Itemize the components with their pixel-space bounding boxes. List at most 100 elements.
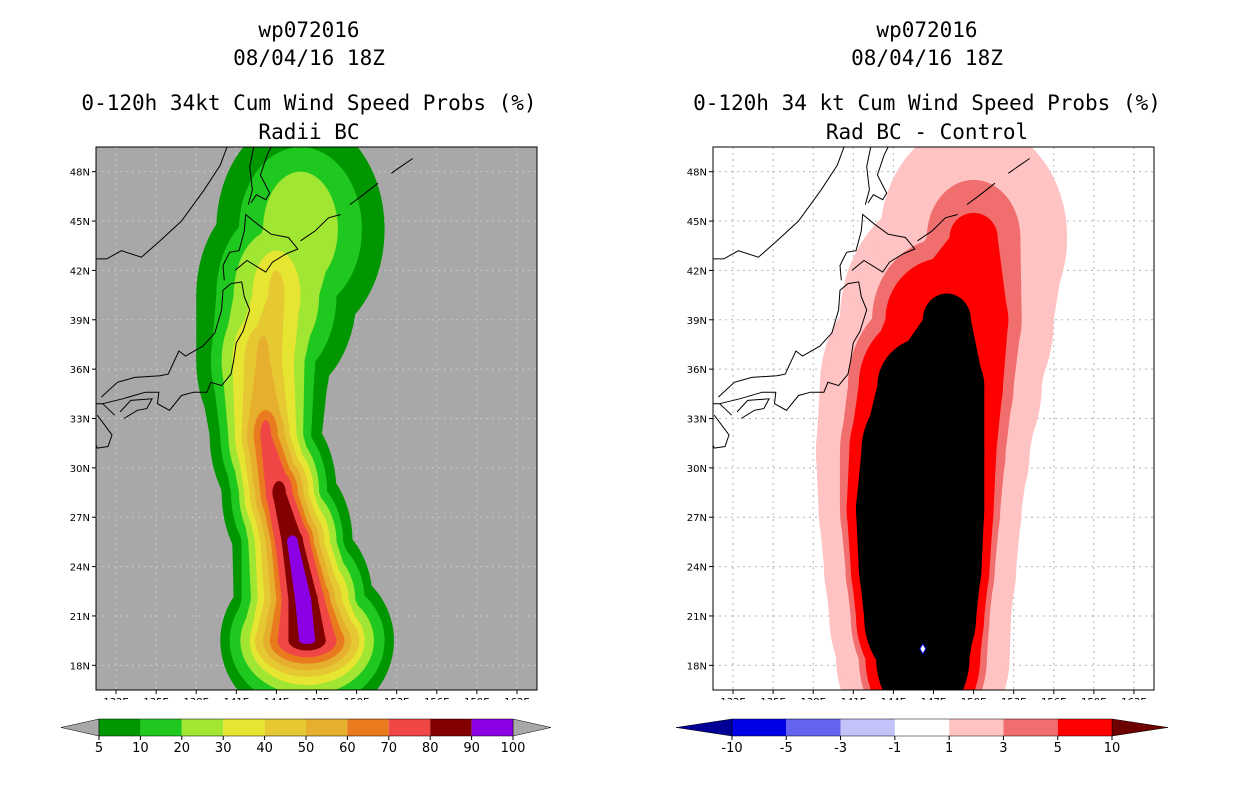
coastline	[736, 398, 770, 419]
contour-level-10	[855, 293, 985, 690]
chart-title: 0-120h 34kt Cum Wind Speed Probs (%)	[81, 91, 537, 115]
contour-band	[295, 599, 316, 641]
contour-band	[864, 615, 977, 658]
contour-band	[244, 295, 285, 361]
probability-map: 132E 135E 138E 141E 144E 147E 150E 153E 156E 159E…	[70, 146, 538, 700]
storm-id: wp072016	[876, 18, 978, 42]
x-tick-label: 156E	[424, 697, 449, 700]
y-tick-label: 24N	[687, 563, 707, 574]
colorbar-extend-left	[675, 718, 733, 737]
coastline	[867, 147, 889, 204]
colorbar-label: 10	[132, 741, 149, 756]
x-tick-label: 132E	[720, 697, 745, 700]
colorbar-label: 5	[95, 741, 103, 756]
contour-level-90	[287, 535, 316, 644]
colorbar-swatch	[1003, 719, 1058, 736]
x-tick-label: 162E	[504, 697, 529, 700]
x-tick-label: 135E	[760, 697, 785, 700]
colorbar-label: 3	[999, 741, 1007, 756]
y-tick-label: 33N	[687, 415, 707, 426]
x-tick-label: 156E	[1041, 697, 1066, 700]
colorbar-label: -10	[721, 741, 742, 756]
y-tick-label: 45N	[70, 217, 90, 228]
y-tick-label: 21N	[70, 612, 90, 623]
coastline	[917, 214, 958, 242]
y-tick-label: 18N	[70, 661, 90, 672]
coastline	[391, 158, 413, 174]
coastline	[966, 182, 996, 206]
forecast-datetime: 08/04/16 18Z	[851, 46, 1003, 70]
colorbar-label: 1	[945, 741, 953, 756]
colorbar-swatch	[786, 719, 841, 736]
colorbar-extend-right	[1111, 718, 1169, 737]
coastline	[250, 147, 272, 204]
colorbar-label: -5	[780, 741, 793, 756]
colorbar-extend-right	[512, 718, 552, 737]
contour-band	[287, 541, 312, 600]
colorbar-label: -3	[834, 741, 847, 756]
coastline	[717, 281, 868, 411]
y-tick-label: 21N	[687, 612, 707, 623]
coastline	[119, 398, 153, 419]
coastline	[713, 147, 845, 260]
coastline	[300, 214, 341, 242]
y-tick-label: 48N	[70, 168, 90, 179]
colorbar-label: 100	[501, 741, 526, 756]
contour-band	[877, 319, 985, 386]
y-tick-label: 33N	[70, 415, 90, 426]
x-tick-label: 144E	[881, 697, 906, 700]
coastline	[713, 403, 733, 449]
chart-title: 0-120h 34 kt Cum Wind Speed Probs (%)	[693, 91, 1161, 115]
colorbar-label: 10	[1104, 741, 1121, 756]
y-tick-label: 39N	[687, 316, 707, 327]
colorbar-swatch	[1057, 719, 1112, 736]
x-tick-label: 138E	[184, 697, 209, 700]
colorbar-label: 5	[1054, 741, 1062, 756]
contour-band	[855, 509, 985, 567]
x-tick-label: 159E	[464, 697, 489, 700]
contour-band	[858, 566, 982, 616]
colorbar-label: 40	[256, 741, 273, 756]
colorbar-swatch	[732, 719, 787, 736]
y-tick-label: 42N	[70, 266, 90, 277]
coastline	[247, 147, 255, 205]
coastline	[100, 281, 251, 411]
coastline	[96, 147, 228, 260]
colorbar-swatch	[471, 719, 513, 736]
y-tick-label: 18N	[687, 661, 707, 672]
contour-band	[272, 492, 304, 542]
x-tick-label: 162E	[1121, 697, 1146, 700]
colorbar-swatch	[264, 719, 306, 736]
x-tick-label: 135E	[143, 697, 168, 700]
y-tick-label: 27N	[687, 513, 707, 524]
colorbar-label: -1	[888, 741, 901, 756]
contour-band	[885, 237, 1009, 320]
forecast-datetime: 08/04/16 18Z	[233, 46, 385, 70]
storm-id: wp072016	[258, 18, 360, 42]
colorbar-swatch	[223, 719, 265, 736]
y-tick-label: 27N	[70, 513, 90, 524]
coastline	[864, 147, 872, 205]
left-panel: wp072016 08/04/16 18Z 0-120h 34kt Cum Wi…	[60, 18, 552, 756]
x-tick-label: 153E	[1001, 697, 1026, 700]
x-tick-label: 144E	[264, 697, 289, 700]
coastline	[839, 213, 916, 281]
colorbar-swatch	[347, 719, 389, 736]
point-marker	[919, 642, 927, 655]
y-tick-label: 42N	[687, 266, 707, 277]
colorbar-label: 70	[381, 741, 398, 756]
contour-band	[861, 385, 985, 452]
x-tick-label: 153E	[384, 697, 409, 700]
colorbar-swatch	[140, 719, 182, 736]
coastline	[222, 213, 299, 281]
chart-subtitle: Radii BC	[258, 120, 360, 144]
coastline	[349, 182, 379, 206]
x-tick-label: 132E	[103, 697, 128, 700]
colorbar-label: 30	[215, 741, 232, 756]
x-tick-label: 141E	[841, 697, 866, 700]
y-tick-label: 45N	[687, 217, 707, 228]
colorbar: 5 10 20 30 40 50 60 70 80 90 100	[60, 718, 552, 756]
right-panel: wp072016 08/04/16 18Z 0-120h 34 kt Cum W…	[618, 0, 1236, 800]
colorbar-swatch	[894, 719, 950, 736]
x-tick-label: 138E	[801, 697, 826, 700]
